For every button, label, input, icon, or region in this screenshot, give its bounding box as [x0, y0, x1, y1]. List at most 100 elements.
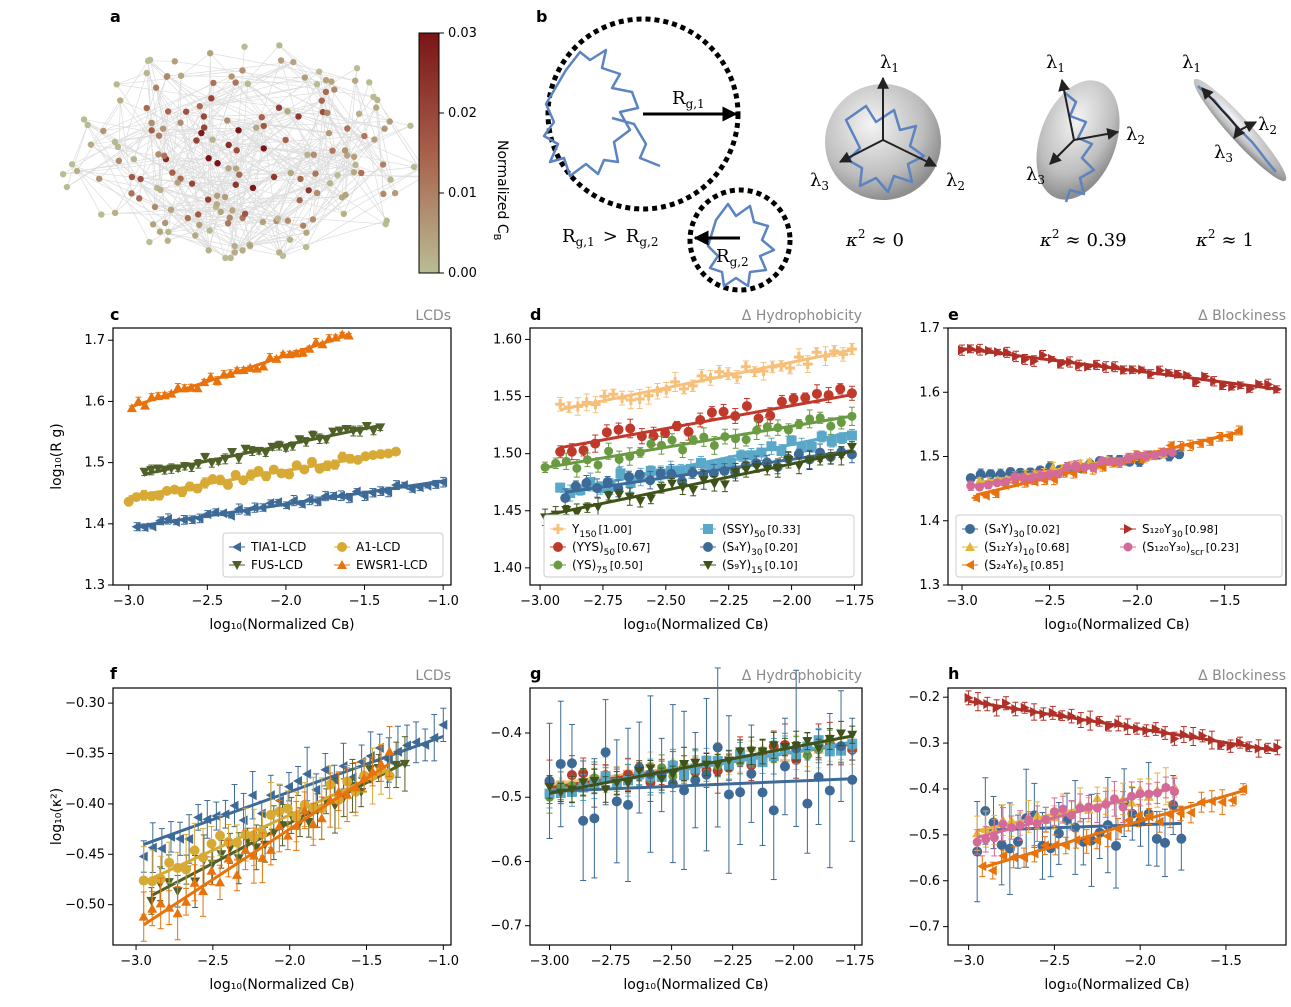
network-node	[151, 203, 159, 211]
network-edge	[282, 164, 384, 257]
data-point	[146, 896, 157, 906]
network-graph	[59, 42, 433, 262]
network-node	[270, 173, 278, 181]
network-node	[329, 147, 336, 154]
data-point	[555, 482, 566, 493]
data-point	[813, 744, 824, 754]
network-node	[373, 104, 380, 111]
network-edge	[66, 124, 88, 188]
x-tick-label: −1.0	[428, 954, 460, 969]
data-point	[614, 454, 624, 464]
x-tick-label: −2.00	[772, 594, 812, 609]
network-edge	[116, 83, 212, 99]
data-point	[555, 446, 566, 457]
data-point	[302, 769, 312, 780]
colorbar-label: Normalized CB	[491, 140, 510, 241]
data-point	[965, 473, 976, 484]
network-edge	[277, 107, 377, 219]
plot-area	[540, 342, 857, 527]
fit-line	[128, 450, 397, 499]
legend-subscript: 75	[596, 566, 607, 576]
x-tick-label: −2.5	[1039, 954, 1071, 969]
network-node	[113, 81, 120, 88]
data-point	[634, 469, 645, 480]
data-point	[998, 850, 1008, 861]
network-edge	[159, 231, 235, 253]
network-node	[111, 209, 119, 217]
data-point	[1133, 810, 1143, 821]
network-edge	[168, 221, 263, 233]
network-edge	[238, 130, 343, 198]
data-point	[572, 463, 582, 473]
network-edge	[209, 230, 250, 245]
data-point	[391, 760, 402, 770]
data-point	[553, 542, 563, 552]
data-point	[337, 560, 347, 569]
y-tick-label: −0.35	[65, 747, 105, 762]
network-node	[221, 193, 229, 201]
network-node	[98, 211, 105, 218]
fit-line	[136, 479, 444, 528]
legend-name: (YS)	[572, 558, 596, 572]
data-point	[800, 392, 811, 403]
data-point	[802, 737, 813, 747]
network-edge	[208, 199, 307, 233]
panel-d: d Δ Hydrophobicity −3.00 −2.75 −2.50 −2.25 −2.…	[493, 305, 874, 633]
legend-label: S₁₂₀Y30 [0.98]	[1142, 522, 1218, 540]
data-point	[824, 785, 835, 796]
fit-line	[976, 785, 1175, 839]
legend-name: FUS-LCD	[251, 558, 303, 572]
data-point	[634, 766, 645, 776]
data-point	[156, 843, 166, 854]
data-point	[316, 813, 327, 823]
network-edge	[227, 154, 308, 224]
x-tick-label: −2.00	[774, 954, 814, 969]
series-sy	[958, 343, 1283, 395]
y-tick-label: 1.7	[919, 321, 940, 336]
network-edge	[276, 220, 284, 256]
network-edge	[249, 192, 318, 247]
data-point	[972, 837, 982, 847]
network-edge	[71, 105, 200, 165]
network-node	[149, 221, 157, 228]
network-edges	[62, 45, 430, 259]
data-point	[667, 435, 677, 445]
network-edge	[199, 83, 318, 107]
network-node	[210, 79, 217, 87]
data-point	[646, 439, 656, 449]
network-edge	[285, 139, 348, 156]
network-edge	[375, 107, 384, 194]
network-node	[143, 69, 150, 77]
network-edge	[118, 122, 181, 162]
data-point	[1154, 816, 1164, 827]
legend-tag: [0.68]	[1036, 541, 1069, 554]
network-node	[391, 189, 399, 197]
legend-name: (YYS)	[572, 540, 604, 554]
data-point	[184, 833, 194, 844]
network-edge	[167, 61, 294, 112]
network-node	[410, 163, 418, 171]
data-point	[146, 465, 157, 475]
y-tick-label: 1.4	[84, 517, 105, 532]
network-edge	[159, 231, 283, 257]
network-node	[366, 79, 373, 86]
y-tick-label: 1.4	[919, 514, 940, 529]
l2-label-sphere: λ2	[946, 170, 965, 193]
legend-label: (S₁₂Y₃)10 [0.68]	[984, 540, 1069, 558]
data-point	[566, 446, 577, 457]
network-node	[302, 243, 310, 251]
fit-line	[549, 734, 853, 795]
network-node	[290, 58, 297, 66]
kappa-ellipsoid: κ2 ≈0.39	[1039, 227, 1127, 251]
network-edge	[167, 61, 294, 77]
network-edge	[165, 158, 236, 186]
data-point	[614, 490, 625, 500]
data-point	[131, 521, 141, 532]
data-point	[756, 447, 767, 458]
data-point	[189, 877, 200, 887]
network-node	[214, 160, 221, 167]
network-edge	[196, 140, 277, 222]
network-node	[361, 132, 368, 140]
data-point	[438, 719, 448, 730]
